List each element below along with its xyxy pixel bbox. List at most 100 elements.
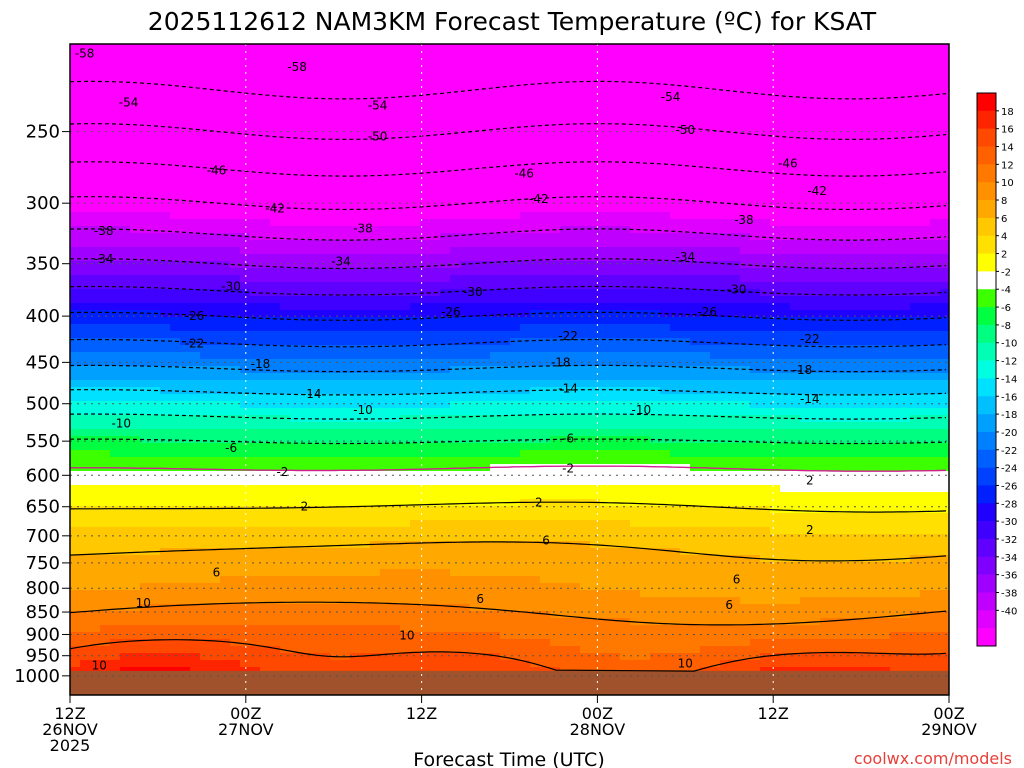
field-cell: [220, 184, 231, 192]
field-cell: [490, 72, 501, 80]
field-cell: [140, 527, 151, 535]
field-cell: [230, 72, 241, 80]
field-cell: [290, 191, 301, 199]
field-cell: [360, 457, 371, 465]
field-cell: [540, 492, 551, 500]
field-cell: [240, 583, 251, 591]
field-cell: [320, 233, 331, 241]
field-cell: [520, 443, 531, 451]
field-cell: [540, 569, 551, 577]
field-cell: [130, 65, 141, 73]
field-cell: [290, 597, 301, 605]
field-cell: [120, 177, 131, 185]
field-cell: [140, 387, 151, 395]
field-cell: [470, 401, 481, 409]
field-cell: [100, 387, 111, 395]
field-cell: [210, 359, 221, 367]
field-cell: [70, 415, 81, 423]
field-cell: [280, 478, 291, 486]
field-cell: [140, 310, 151, 318]
field-cell: [520, 58, 531, 66]
field-cell: [450, 317, 461, 325]
field-cell: [390, 667, 401, 675]
field-cell: [70, 639, 81, 647]
field-cell: [370, 548, 381, 556]
field-cell: [260, 625, 271, 633]
field-cell: [480, 205, 491, 213]
field-cell: [150, 205, 161, 213]
field-cell: [570, 541, 581, 549]
field-cell: [500, 72, 511, 80]
field-cell: [140, 492, 151, 500]
field-cell: [120, 387, 131, 395]
field-cell: [210, 128, 221, 136]
field-cell: [300, 653, 311, 661]
field-cell: [530, 611, 541, 619]
field-cell: [140, 100, 151, 108]
field-cell: [370, 380, 381, 388]
field-cell: [270, 177, 281, 185]
field-cell: [420, 611, 431, 619]
field-cell: [160, 562, 171, 570]
field-cell: [150, 184, 161, 192]
field-cell: [550, 86, 561, 94]
field-cell: [230, 632, 241, 640]
field-cell: [280, 576, 291, 584]
field-cell: [500, 303, 511, 311]
field-cell: [180, 72, 191, 80]
field-cell: [360, 156, 371, 164]
field-cell: [390, 338, 401, 346]
field-cell: [190, 198, 201, 206]
field-cell: [460, 506, 471, 514]
field-cell: [280, 268, 291, 276]
field-cell: [90, 51, 101, 59]
field-cell: [570, 170, 581, 178]
field-cell: [510, 632, 521, 640]
field-cell: [410, 121, 421, 129]
field-cell: [290, 107, 301, 115]
field-cell: [190, 359, 201, 367]
field-cell: [490, 247, 501, 255]
field-cell: [430, 485, 441, 493]
field-cell: [150, 240, 161, 248]
field-cell: [600, 471, 611, 479]
field-cell: [300, 58, 311, 66]
field-cell: [420, 58, 431, 66]
field-cell: [410, 527, 421, 535]
field-cell: [290, 429, 301, 437]
field-cell: [130, 338, 141, 346]
field-cell: [490, 191, 501, 199]
field-cell: [520, 625, 531, 633]
field-cell: [550, 324, 561, 332]
field-cell: [180, 205, 191, 213]
field-cell: [580, 639, 591, 647]
field-cell: [510, 590, 521, 598]
field-cell: [260, 275, 271, 283]
field-cell: [140, 366, 151, 374]
field-cell: [250, 128, 261, 136]
field-cell: [100, 156, 111, 164]
field-cell: [380, 310, 391, 318]
field-cell: [100, 506, 111, 514]
field-cell: [250, 653, 261, 661]
field-cell: [310, 121, 321, 129]
field-cell: [400, 170, 411, 178]
field-cell: [320, 667, 331, 675]
field-cell: [190, 156, 201, 164]
field-cell: [430, 121, 441, 129]
field-cell: [150, 429, 161, 437]
field-cell: [110, 492, 121, 500]
field-cell: [380, 541, 391, 549]
field-cell: [510, 485, 521, 493]
field-cell: [520, 394, 531, 402]
field-cell: [320, 142, 331, 150]
field-cell: [540, 240, 551, 248]
field-cell: [170, 268, 181, 276]
field-cell: [560, 569, 571, 577]
field-cell: [470, 100, 481, 108]
field-cell: [310, 184, 321, 192]
field-cell: [310, 527, 321, 535]
field-cell: [570, 618, 581, 626]
field-cell: [560, 408, 571, 416]
field-cell: [520, 282, 531, 290]
